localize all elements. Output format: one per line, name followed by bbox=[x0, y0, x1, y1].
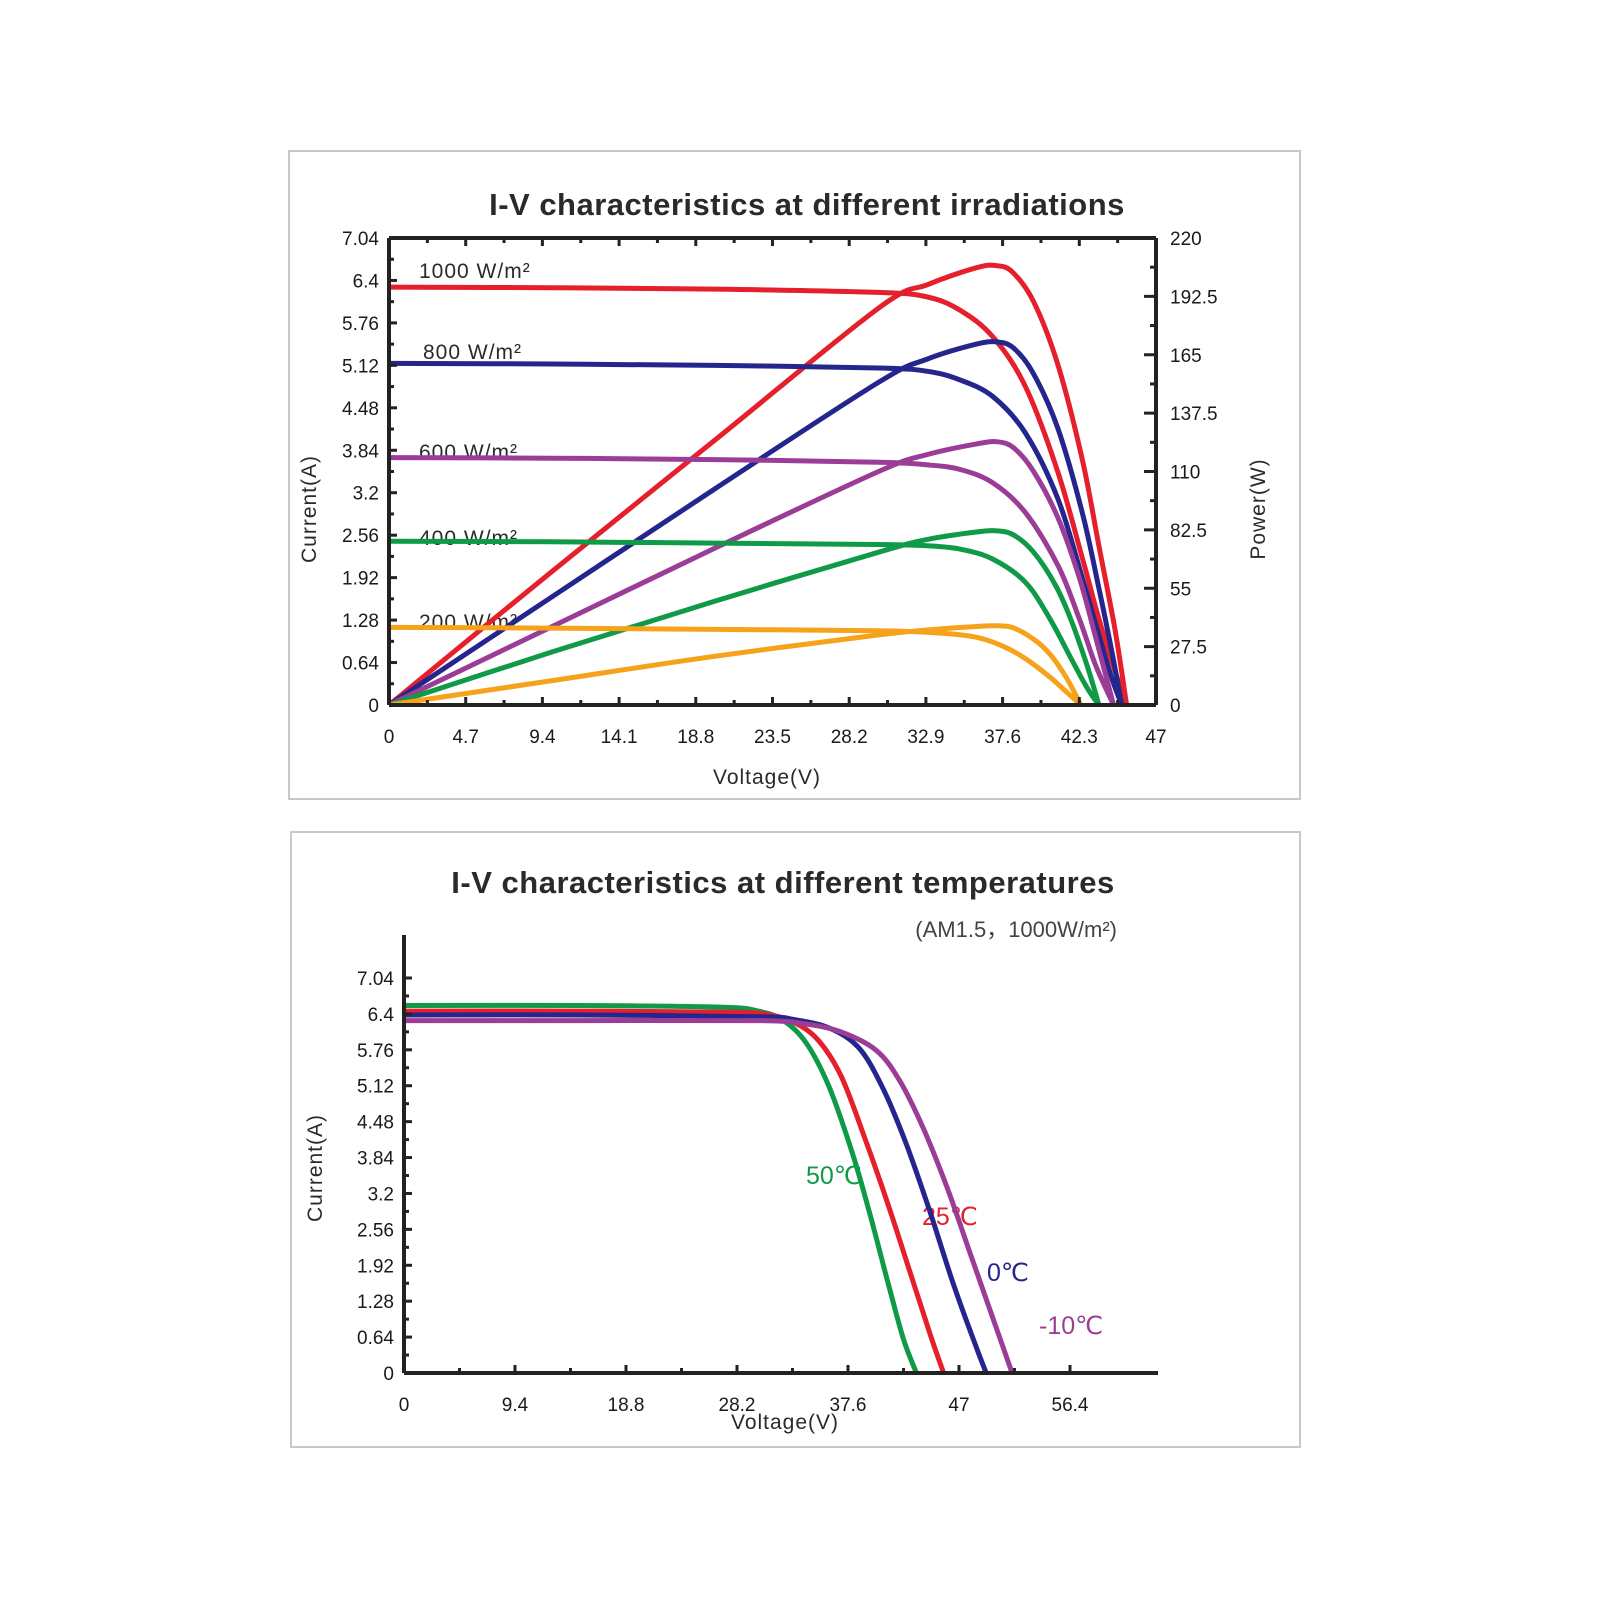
x-tick-label: 18.8 bbox=[677, 727, 714, 748]
y-tick-label: 5.76 bbox=[342, 314, 379, 335]
temperature-chart: I-V characteristics at different tempera… bbox=[304, 865, 1158, 1434]
x-axis-label: Voltage(V) bbox=[713, 766, 821, 789]
x-tick-label: 23.5 bbox=[754, 727, 791, 748]
x-tick-label: 9.4 bbox=[529, 727, 556, 748]
series-label-1000: 1000 W/m² bbox=[419, 260, 531, 283]
y2-tick-label: 55 bbox=[1170, 579, 1191, 600]
y2-axis-label: Power(W) bbox=[1247, 458, 1270, 559]
y-tick-label: 7.04 bbox=[342, 229, 379, 250]
power-curve-0 bbox=[387, 262, 1130, 707]
x-tick-label: 14.1 bbox=[601, 727, 638, 748]
y-tick-label: 6.4 bbox=[368, 1005, 395, 1026]
x-tick-label: 47 bbox=[948, 1395, 969, 1416]
x-tick-label: 9.4 bbox=[502, 1395, 529, 1416]
y2-tick-label: 110 bbox=[1170, 463, 1200, 484]
power-curve-1 bbox=[387, 339, 1125, 708]
x-tick-label: 0 bbox=[384, 727, 395, 748]
irradiation-chart-panel: I-V characteristics at different irradia… bbox=[288, 150, 1301, 800]
y-tick-label: 1.28 bbox=[357, 1292, 394, 1313]
y-tick-label: 5.76 bbox=[357, 1041, 394, 1062]
y-tick-label: 1.28 bbox=[342, 611, 379, 632]
chart-subtitle: (AM1.5，1000W/m²) bbox=[915, 917, 1117, 942]
y-axis-label: Current(A) bbox=[304, 1114, 327, 1222]
series-label-minus10c: -10℃ bbox=[1039, 1312, 1103, 1340]
y-tick-label: 3.2 bbox=[353, 484, 379, 505]
x-tick-label: 42.3 bbox=[1061, 727, 1098, 748]
y-tick-label: 0.64 bbox=[357, 1328, 394, 1349]
y-tick-label: 5.12 bbox=[357, 1077, 394, 1098]
series-label-600: 600 W/m² bbox=[419, 441, 518, 464]
y-tick-label: 3.84 bbox=[357, 1149, 394, 1170]
x-tick-label: 4.7 bbox=[452, 727, 478, 748]
x-tick-label: 18.8 bbox=[608, 1395, 645, 1416]
y2-tick-label: 82.5 bbox=[1170, 521, 1207, 542]
x-tick-label: 37.6 bbox=[830, 1395, 867, 1416]
x-tick-label: 37.6 bbox=[984, 727, 1021, 748]
series-label-400: 400 W/m² bbox=[419, 527, 518, 550]
y2-tick-label: 27.5 bbox=[1170, 638, 1207, 659]
current-curve-0 bbox=[388, 284, 1129, 706]
current-curve-1 bbox=[388, 360, 1125, 706]
power-curve-4 bbox=[388, 623, 1084, 708]
y-tick-label: 5.12 bbox=[342, 356, 379, 377]
y-tick-label: 2.56 bbox=[357, 1220, 394, 1241]
current-curve-1 bbox=[403, 1008, 946, 1374]
x-tick-label: 47 bbox=[1145, 727, 1166, 748]
series-label-50c: 50℃ bbox=[806, 1162, 862, 1190]
y-tick-label: 3.2 bbox=[368, 1184, 394, 1205]
x-tick-label: 56.4 bbox=[1052, 1395, 1089, 1416]
chart-title: I-V characteristics at different tempera… bbox=[451, 865, 1114, 900]
x-tick-label: 28.2 bbox=[831, 727, 868, 748]
irradiation-chart: I-V characteristics at different irradia… bbox=[298, 187, 1270, 789]
current-curve-3 bbox=[388, 538, 1101, 707]
y2-tick-label: 192.5 bbox=[1170, 287, 1218, 308]
y2-tick-label: 165 bbox=[1170, 346, 1202, 367]
y-tick-label: 7.04 bbox=[357, 969, 394, 990]
y-tick-label: 4.48 bbox=[342, 399, 379, 420]
x-tick-label: 28.2 bbox=[719, 1395, 756, 1416]
y-tick-label: 0 bbox=[368, 696, 379, 717]
y-tick-label: 0 bbox=[383, 1364, 394, 1385]
current-curve-0 bbox=[403, 1002, 919, 1374]
current-curve-4 bbox=[388, 624, 1083, 707]
series-label-0c: 0℃ bbox=[987, 1259, 1029, 1287]
current-curve-3 bbox=[404, 1017, 1015, 1374]
x-axis-label: Voltage(V) bbox=[731, 1411, 839, 1434]
power-curve-2 bbox=[387, 439, 1117, 708]
y2-tick-label: 0 bbox=[1170, 696, 1181, 717]
x-tick-label: 32.9 bbox=[907, 727, 944, 748]
y-tick-label: 1.92 bbox=[357, 1256, 394, 1277]
x-tick-label: 0 bbox=[399, 1395, 410, 1416]
y-tick-label: 1.92 bbox=[342, 569, 379, 590]
current-curve-2 bbox=[403, 1012, 989, 1374]
y-tick-label: 6.4 bbox=[353, 271, 380, 292]
y-tick-label: 4.48 bbox=[357, 1113, 394, 1134]
y2-tick-label: 137.5 bbox=[1170, 404, 1218, 425]
chart-title: I-V characteristics at different irradia… bbox=[489, 187, 1125, 222]
y-axis-label: Current(A) bbox=[298, 455, 321, 563]
y-tick-label: 2.56 bbox=[342, 526, 379, 547]
series-label-800: 800 W/m² bbox=[423, 341, 522, 364]
y-tick-label: 0.64 bbox=[342, 654, 379, 675]
current-curve-2 bbox=[388, 455, 1116, 707]
y2-tick-label: 220 bbox=[1170, 229, 1202, 250]
y-tick-label: 3.84 bbox=[342, 441, 379, 462]
temperature-chart-panel: I-V characteristics at different tempera… bbox=[290, 831, 1301, 1448]
